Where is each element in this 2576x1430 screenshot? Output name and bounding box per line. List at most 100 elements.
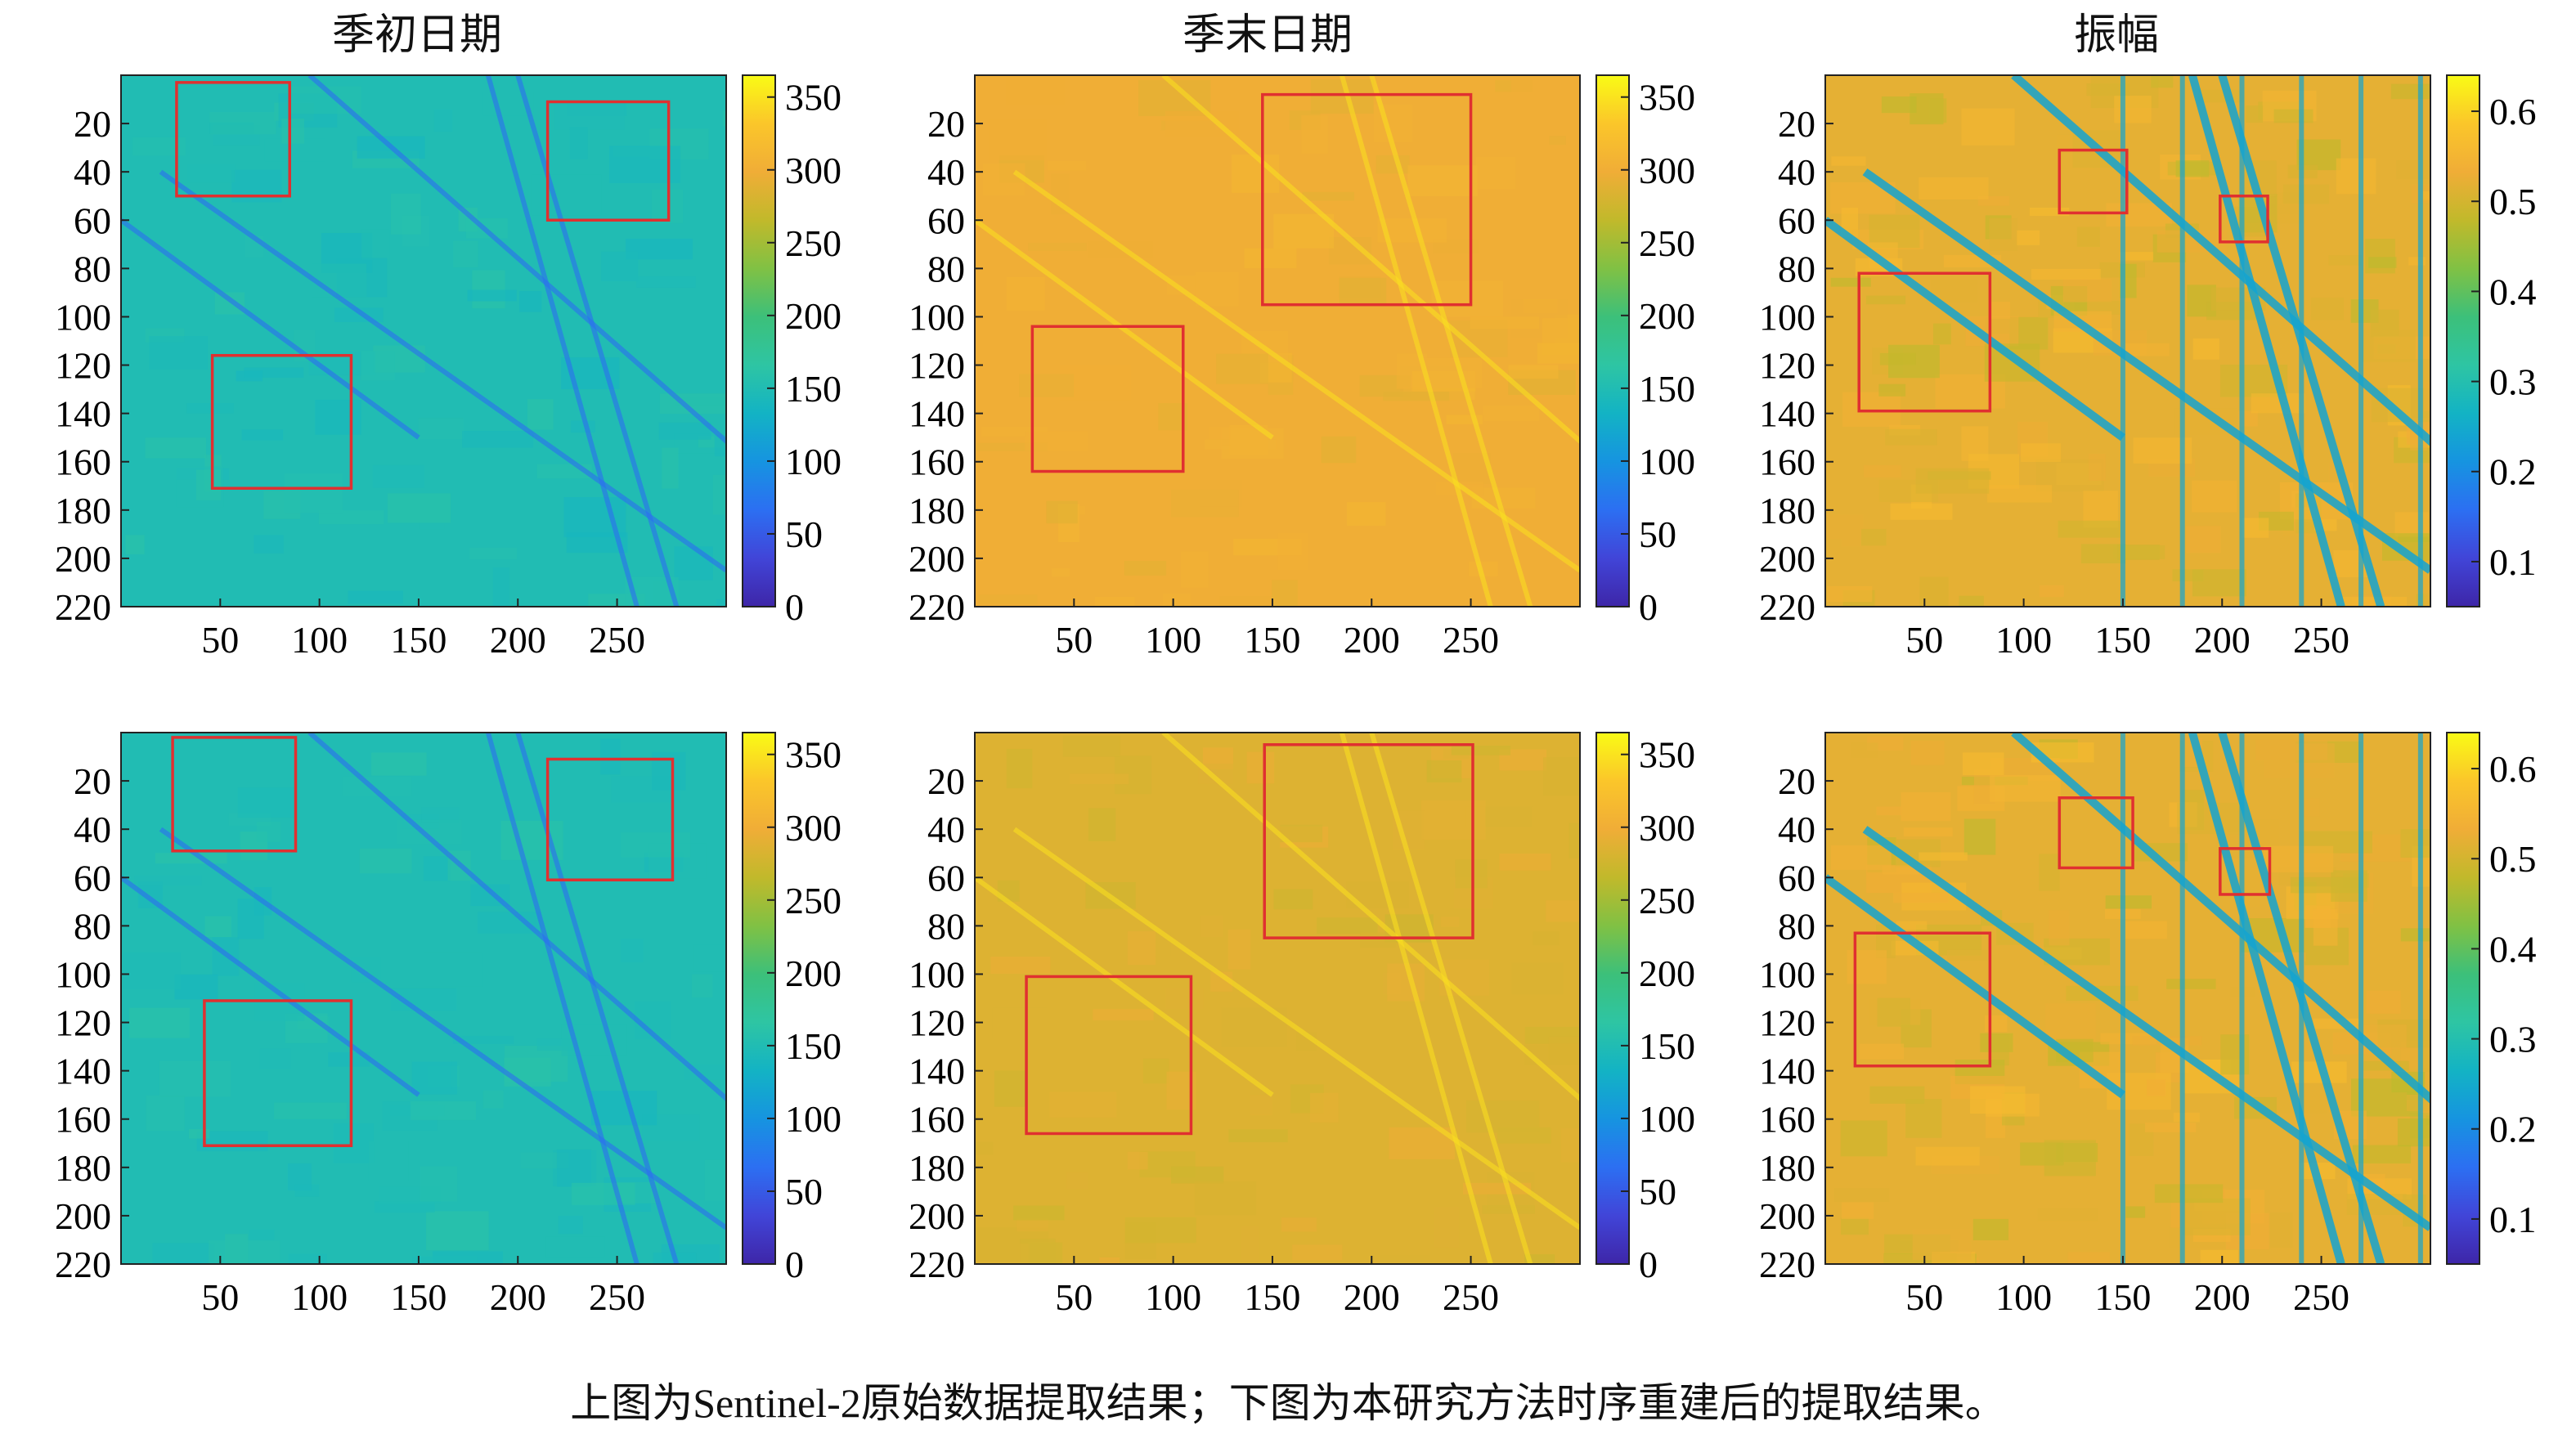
y-tick-label: 200 [55, 1195, 111, 1237]
x-tick-label: 200 [490, 1276, 546, 1318]
x-tick-label: 150 [1244, 1276, 1300, 1318]
colorbar-tick-label: 0.5 [2489, 838, 2537, 880]
colorbar-tick-label: 150 [1639, 1025, 1695, 1067]
y-tick-label: 40 [1778, 151, 1815, 193]
colorbar-tick-label: 0.4 [2489, 271, 2537, 312]
highlight-box-3 [203, 999, 353, 1147]
y-tick-label: 120 [909, 1002, 965, 1044]
y-tick-label: 220 [55, 1244, 111, 1285]
y-tick-label: 100 [909, 296, 965, 338]
highlight-box-2 [1030, 325, 1185, 473]
colorbar-tick-label: 100 [785, 441, 841, 482]
y-tick-label: 60 [927, 199, 965, 241]
x-tick-label: 100 [1145, 1276, 1201, 1318]
colorbar-tick-label: 150 [785, 368, 841, 410]
column-title-amplitude: 振幅 [2073, 11, 2159, 60]
highlight-box-2 [2219, 194, 2269, 244]
field-texture [1825, 733, 2430, 1264]
y-tick-label: 20 [927, 760, 965, 802]
y-tick-label: 100 [909, 953, 965, 995]
colorbar-tick-label: 100 [1639, 1098, 1695, 1140]
field-texture [975, 75, 1580, 607]
y-tick-label: 200 [909, 538, 965, 580]
plot-frame [1824, 732, 2431, 1265]
colorbar-tick-label: 200 [785, 953, 841, 994]
colorbar-tick-label: 50 [1639, 1171, 1676, 1213]
y-tick-label: 140 [909, 1051, 965, 1092]
y-tick-label: 40 [927, 151, 965, 193]
heatmap-grid: 50 100 150 200 25020406080100120140160180200… [55, 74, 2537, 1318]
y-tick-label: 220 [1759, 1244, 1815, 1285]
plot-frame [974, 732, 1581, 1265]
y-tick-label: 180 [55, 490, 111, 531]
plot-frame [120, 74, 727, 607]
x-tick-label: 250 [1443, 619, 1499, 661]
y-tick-label: 40 [927, 809, 965, 850]
y-tick-label: 80 [1778, 248, 1815, 289]
y-tick-label: 220 [909, 586, 965, 628]
colorbar-tick-label: 50 [785, 1171, 823, 1213]
x-tick-label: 100 [1995, 1276, 2052, 1318]
y-tick-label: 100 [1759, 953, 1815, 995]
x-tick-label: 200 [2194, 619, 2251, 661]
colorbar-tick-label: 350 [1639, 734, 1695, 776]
colorbar-tick-label: 0.3 [2489, 361, 2537, 403]
y-tick-label: 60 [1778, 199, 1815, 241]
colorbar-tick-label: 0 [1639, 1244, 1658, 1285]
y-tick-label: 20 [1778, 103, 1815, 145]
colorbar-tick-label: 200 [1639, 295, 1695, 337]
plot-frame [120, 732, 727, 1265]
y-tick-label: 160 [55, 442, 111, 483]
field-texture [121, 733, 726, 1264]
y-tick-label: 20 [74, 103, 111, 145]
y-tick-label: 140 [1759, 1051, 1815, 1092]
y-tick-label: 40 [1778, 809, 1815, 850]
highlight-box-3 [210, 353, 353, 490]
x-tick-label: 150 [2094, 619, 2151, 661]
heatmap-panel-bottom-2: 50 100 150 200 250 20 40 60 80 100 120 140 160 180 200… [909, 732, 1695, 1318]
x-tick-label: 100 [291, 619, 348, 661]
y-tick-label: 40 [74, 809, 111, 850]
x-tick-label: 50 [1055, 619, 1093, 661]
colorbar [2446, 732, 2480, 1265]
y-tick-label: 120 [909, 345, 965, 387]
y-tick-label: 140 [55, 393, 111, 435]
colorbar-tick-label: 200 [785, 295, 841, 337]
highlight-box-1 [1263, 743, 1474, 939]
x-tick-label: 100 [1995, 619, 2052, 661]
colorbar-tick-label: 0.6 [2489, 748, 2537, 790]
y-tick-label: 180 [909, 490, 965, 531]
colorbar-tick-label: 250 [1639, 222, 1695, 264]
colorbar-tick-label: 100 [785, 1098, 841, 1140]
y-tick-label: 160 [1759, 442, 1815, 483]
y-tick-label: 60 [74, 199, 111, 241]
highlight-box-1 [2058, 148, 2129, 215]
column-title-onset: 季初日期 [331, 11, 502, 60]
y-tick-label: 40 [74, 151, 111, 193]
y-tick-label: 160 [55, 1099, 111, 1141]
y-tick-label: 200 [55, 538, 111, 580]
colorbar-tick-label: 0.3 [2489, 1019, 2537, 1060]
x-tick-label: 200 [1344, 1276, 1400, 1318]
x-tick-label: 200 [1344, 619, 1400, 661]
highlight-box-3 [1853, 931, 1992, 1068]
field-texture [975, 733, 1580, 1264]
x-tick-label: 250 [589, 619, 645, 661]
colorbar-tick-label: 300 [1639, 150, 1695, 191]
colorbar-tick-label: 300 [785, 807, 841, 849]
y-tick-label: 60 [1778, 857, 1815, 899]
x-tick-label: 150 [1244, 619, 1300, 661]
y-tick-label: 80 [74, 248, 111, 289]
colorbar-tick-label: 150 [785, 1025, 841, 1067]
x-tick-label: 200 [2194, 1276, 2251, 1318]
colorbar [1595, 732, 1630, 1265]
colorbar [742, 732, 776, 1265]
x-tick-label: 250 [1443, 1276, 1499, 1318]
colorbar-tick-label: 0.5 [2489, 181, 2537, 222]
heatmap-panel-bottom-3: 50 100 150 200 250 20 40 60 80 100 120 140 160 180 200… [1759, 732, 2537, 1318]
y-tick-label: 160 [909, 1099, 965, 1141]
colorbar-tick-label: 0 [785, 1244, 804, 1285]
highlight-box-1 [1261, 92, 1473, 307]
colorbar-tick-label: 350 [785, 734, 841, 776]
